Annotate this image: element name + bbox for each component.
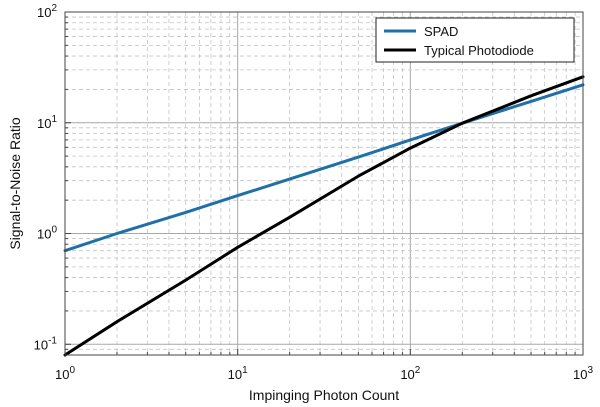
legend-label-spad: SPAD: [424, 24, 458, 39]
y-tick-label: 101: [37, 114, 57, 131]
y-tick-label: 10-1: [34, 335, 58, 352]
plot-border: [64, 11, 584, 356]
legend: SPAD Typical Photodiode: [375, 17, 575, 63]
y-tick-label: 100: [37, 225, 57, 242]
y-tick-label: 102: [37, 3, 57, 20]
series-layer: [63, 75, 585, 357]
series-line-spad: [63, 83, 585, 253]
x-tick-label: 103: [573, 365, 593, 382]
legend-box: [375, 17, 575, 63]
x-axis-label: Impinging Photon Count: [249, 387, 399, 403]
axis-ticks: 100 101 102 103 10-1 100 101 102: [34, 3, 594, 382]
series-line-typical-photodiode: [63, 75, 585, 357]
y-axis-label: Signal-to-Noise Ratio: [7, 117, 23, 249]
plot-area: [65, 12, 583, 355]
x-tick-label: 102: [400, 365, 420, 382]
x-tick-label: 101: [228, 365, 248, 382]
legend-label-typical-photodiode: Typical Photodiode: [424, 43, 534, 58]
x-tick-label: 100: [55, 365, 75, 382]
